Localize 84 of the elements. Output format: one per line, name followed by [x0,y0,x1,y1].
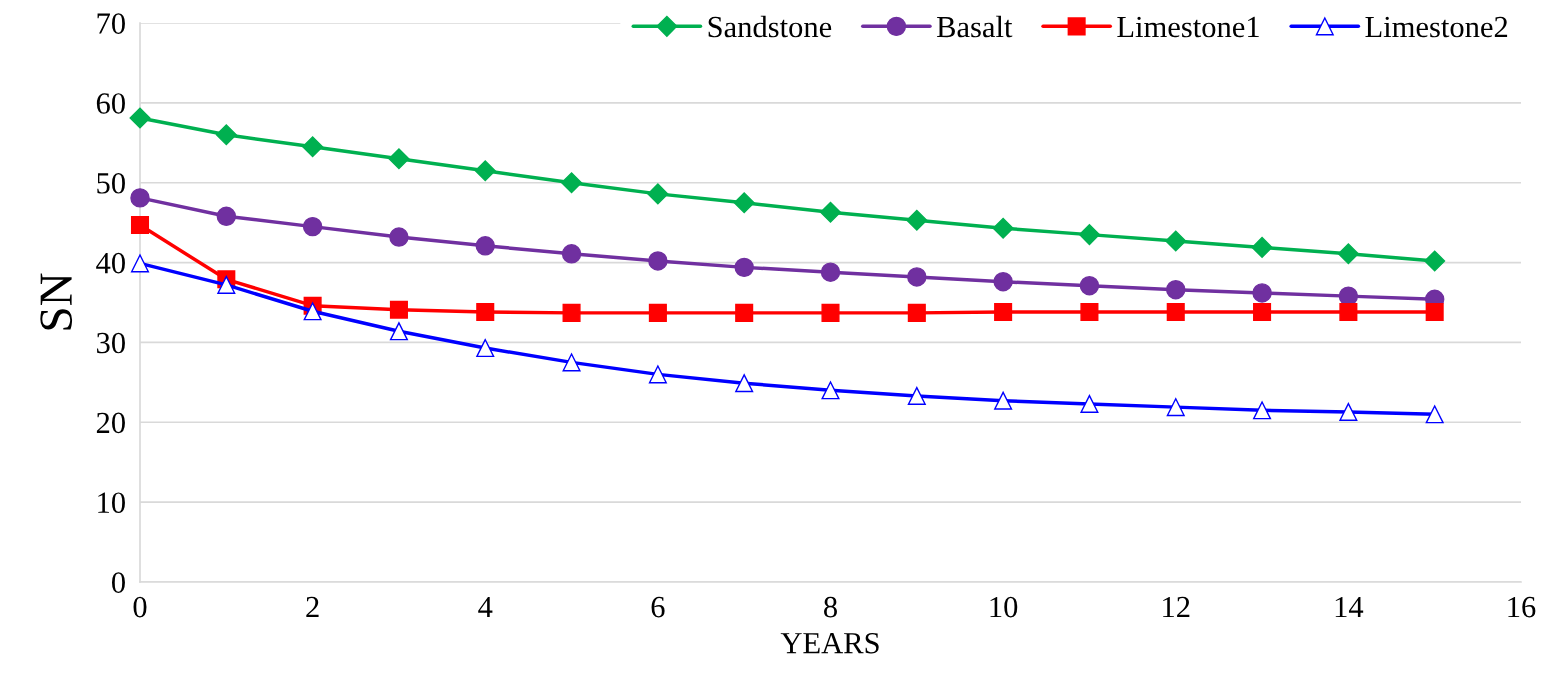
point [1425,303,1444,322]
point [1080,394,1099,413]
point [389,300,408,319]
point [1424,250,1446,272]
point [1337,243,1359,265]
point [734,257,754,278]
x-tick-label: 12 [1163,596,1190,618]
point [648,365,667,384]
legend-label: Limestone2 [1365,16,1508,38]
point [735,374,754,393]
point [993,272,1013,292]
x-axis-title: YEARS [780,632,879,654]
point [733,192,755,214]
y-tick-label: 0 [112,572,125,593]
point [476,303,495,322]
point [907,303,926,322]
point [1253,303,1272,322]
point [1165,230,1187,252]
y-tick-label: 50 [97,173,125,194]
point [1251,236,1273,258]
point [302,216,323,237]
y-tick-label: 10 [98,492,125,514]
point [216,206,237,226]
x-tick-label: 2 [306,596,319,618]
point [129,107,151,129]
point [1078,224,1100,246]
point [474,160,496,182]
point [994,303,1013,322]
point [562,353,581,372]
point [1339,303,1358,322]
point [389,227,409,247]
point [1166,398,1185,417]
legend-label: Limestone1 [1117,16,1259,38]
point [1252,283,1272,303]
point [389,322,408,341]
point [561,244,582,264]
y-tick-label: 60 [96,93,125,114]
point [303,302,322,321]
point [1338,286,1359,306]
point [1079,276,1100,296]
point [648,251,668,271]
point [475,236,495,256]
x-tick-label: 16 [1508,596,1536,618]
point [648,303,667,322]
point [302,136,324,158]
point [994,391,1013,410]
point [388,148,410,170]
x-tick-label: 14 [1335,596,1364,618]
y-tick-label: 70 [97,13,125,34]
point [907,386,926,405]
y-tick-label: 20 [96,412,125,434]
point [907,267,927,287]
point [476,338,495,358]
point [821,303,840,322]
point [647,183,669,205]
legend-label: Basalt [936,15,1013,38]
x-tick-label: 6 [651,596,665,618]
point [1339,402,1358,421]
point [217,275,236,294]
point [215,124,237,146]
point [1425,405,1444,424]
point [130,216,150,235]
x-tick-label: 8 [824,596,837,618]
point [819,201,842,223]
point [561,172,583,194]
y-tick-label: 30 [97,332,125,354]
point [130,188,150,208]
point [1166,279,1186,300]
point [562,303,581,322]
x-tick-label: 0 [133,596,147,618]
point [821,381,840,400]
point [906,209,928,231]
point [820,262,841,282]
point [1080,303,1099,322]
point [1253,401,1272,420]
point [1166,303,1185,322]
x-tick-label: 4 [478,596,493,618]
legend-label: Sandstone [708,15,832,38]
y-tick-label: 40 [96,252,125,274]
point [130,254,150,273]
y-axis-title: SN [40,273,73,330]
x-tick-label: 10 [990,596,1018,618]
point [992,217,1014,239]
point [735,303,754,322]
